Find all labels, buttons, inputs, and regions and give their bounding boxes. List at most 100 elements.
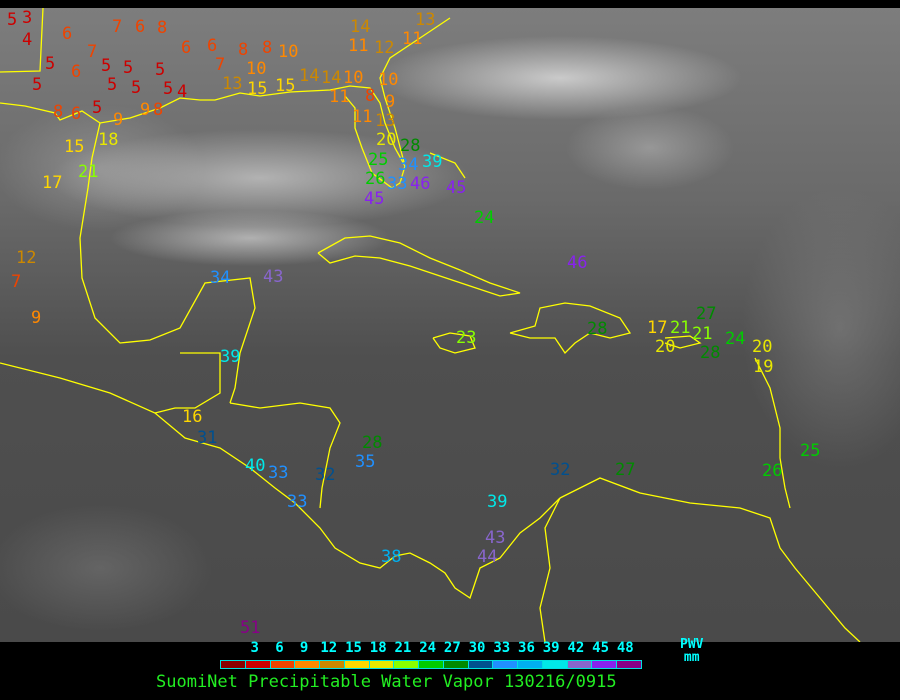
legend-swatch <box>344 661 370 668</box>
station-pwv-value: 33 <box>268 463 289 483</box>
station-pwv-value: 40 <box>245 456 266 476</box>
station-pwv-value: 10 <box>246 59 267 79</box>
station-pwv-value: 3 <box>22 8 33 28</box>
station-pwv-value: 26 <box>762 461 783 481</box>
station-pwv-value: 6 <box>71 104 82 124</box>
puerto-rico-outline <box>664 335 702 349</box>
legend-unit: PWV mm <box>680 638 703 664</box>
legend-swatch <box>295 661 321 668</box>
station-pwv-value: 17 <box>42 173 63 193</box>
station-pwv-value: 5 <box>32 75 43 95</box>
station-pwv-value: 14 <box>321 68 342 88</box>
station-pwv-value: 6 <box>207 36 218 56</box>
station-pwv-value: 21 <box>692 324 713 344</box>
station-pwv-value: 5 <box>131 78 142 98</box>
station-pwv-value: 8 <box>53 102 64 122</box>
station-pwv-value: 32 <box>550 460 571 480</box>
station-pwv-value: 7 <box>112 17 123 37</box>
station-pwv-value: 25 <box>368 150 389 170</box>
station-pwv-value: 20 <box>655 337 676 357</box>
station-pwv-value: 10 <box>343 68 364 88</box>
station-pwv-value: 5 <box>163 79 174 99</box>
station-pwv-value: 23 <box>456 328 477 348</box>
station-pwv-value: 5 <box>155 60 166 80</box>
station-pwv-value: 6 <box>62 24 73 44</box>
station-pwv-value: 28 <box>362 433 383 453</box>
station-pwv-value: 10 <box>278 42 299 62</box>
legend-swatch <box>221 661 246 668</box>
station-pwv-value: 34 <box>398 155 419 175</box>
station-pwv-value: 11 <box>329 87 350 107</box>
legend-tick: 27 <box>443 640 461 656</box>
station-pwv-value: 46 <box>410 174 431 194</box>
south-america-coast <box>559 477 861 642</box>
unit-mm: mm <box>683 650 700 665</box>
station-pwv-value: 4 <box>22 30 33 50</box>
station-pwv-value: 8 <box>365 86 376 106</box>
station-pwv-value: 12 <box>374 38 395 58</box>
station-pwv-value: 8 <box>157 18 168 38</box>
station-pwv-value: 6 <box>181 38 192 58</box>
legend-swatch <box>270 661 296 668</box>
legend-tick: 21 <box>394 640 412 656</box>
station-pwv-value: 27 <box>615 460 636 480</box>
station-pwv-value: 17 <box>647 318 668 338</box>
station-pwv-value: 5 <box>123 58 134 78</box>
station-pwv-value: 20 <box>376 130 397 150</box>
station-pwv-value: 9 <box>31 308 42 328</box>
mexico-coast <box>79 122 256 404</box>
station-pwv-value: 44 <box>477 547 498 567</box>
cuba-outline <box>317 235 521 297</box>
legend-swatch <box>369 661 395 668</box>
station-pwv-value: 38 <box>381 547 402 567</box>
color-scale-bar <box>220 660 642 669</box>
station-pwv-value: 24 <box>725 329 746 349</box>
station-pwv-value: 51 <box>240 618 261 638</box>
station-pwv-value: 14 <box>299 66 320 86</box>
station-pwv-value: 6 <box>71 62 82 82</box>
station-pwv-value: 39 <box>422 152 443 172</box>
central-america-coast <box>0 362 561 600</box>
station-pwv-value: 15 <box>64 137 85 157</box>
legend-tick: 30 <box>468 640 486 656</box>
station-pwv-value: 5 <box>7 10 18 30</box>
legend-swatch <box>394 661 420 668</box>
station-pwv-value: 8 <box>262 38 273 58</box>
station-pwv-value: 8 <box>238 40 249 60</box>
legend-swatch <box>320 661 345 668</box>
station-pwv-value: 19 <box>753 357 774 377</box>
jamaica-outline <box>432 332 476 354</box>
station-pwv-value: 5 <box>107 75 118 95</box>
coastline-overlay <box>0 8 861 642</box>
station-pwv-value: 31 <box>197 428 218 448</box>
station-pwv-value: 28 <box>700 343 721 363</box>
legend-swatch <box>542 661 568 668</box>
satellite-image: 5 3 4 6 7 5 6 5 5 5 5 5 5 5 4 8 6 5 9 8 9 15 18 21 17 12 7 9 7 6 8 6 6 7 8… <box>0 8 900 642</box>
legend-tick: 33 <box>493 640 511 656</box>
station-pwv-value: 15 <box>247 79 268 99</box>
station-pwv-value: 26 <box>365 169 386 189</box>
legend-tick: 9 <box>299 640 309 656</box>
station-pwv-value: 13 <box>375 111 396 131</box>
legend-tick: 6 <box>275 640 284 656</box>
station-pwv-value: 28 <box>400 136 421 156</box>
station-pwv-value: 39 <box>487 492 508 512</box>
station-pwv-value: 9 <box>113 110 124 130</box>
station-pwv-value: 33 <box>287 492 308 512</box>
station-pwv-value: 32 <box>315 465 336 485</box>
station-pwv-value: 25 <box>800 441 821 461</box>
legend-swatch <box>493 661 519 668</box>
station-pwv-value: 33 <box>387 174 408 194</box>
central-america-east-coast <box>229 402 341 509</box>
station-pwv-value: 35 <box>355 452 376 472</box>
legend-tick: 48 <box>616 640 634 656</box>
station-pwv-value: 5 <box>92 98 103 118</box>
station-pwv-value: 14 <box>350 17 371 37</box>
legend-tick: 24 <box>419 640 437 656</box>
station-pwv-value: 34 <box>210 268 231 288</box>
station-pwv-value: 21 <box>78 162 99 182</box>
legend-tick: 3 <box>250 640 259 656</box>
station-pwv-value: 45 <box>446 178 467 198</box>
us-gulf-coast <box>0 85 406 189</box>
